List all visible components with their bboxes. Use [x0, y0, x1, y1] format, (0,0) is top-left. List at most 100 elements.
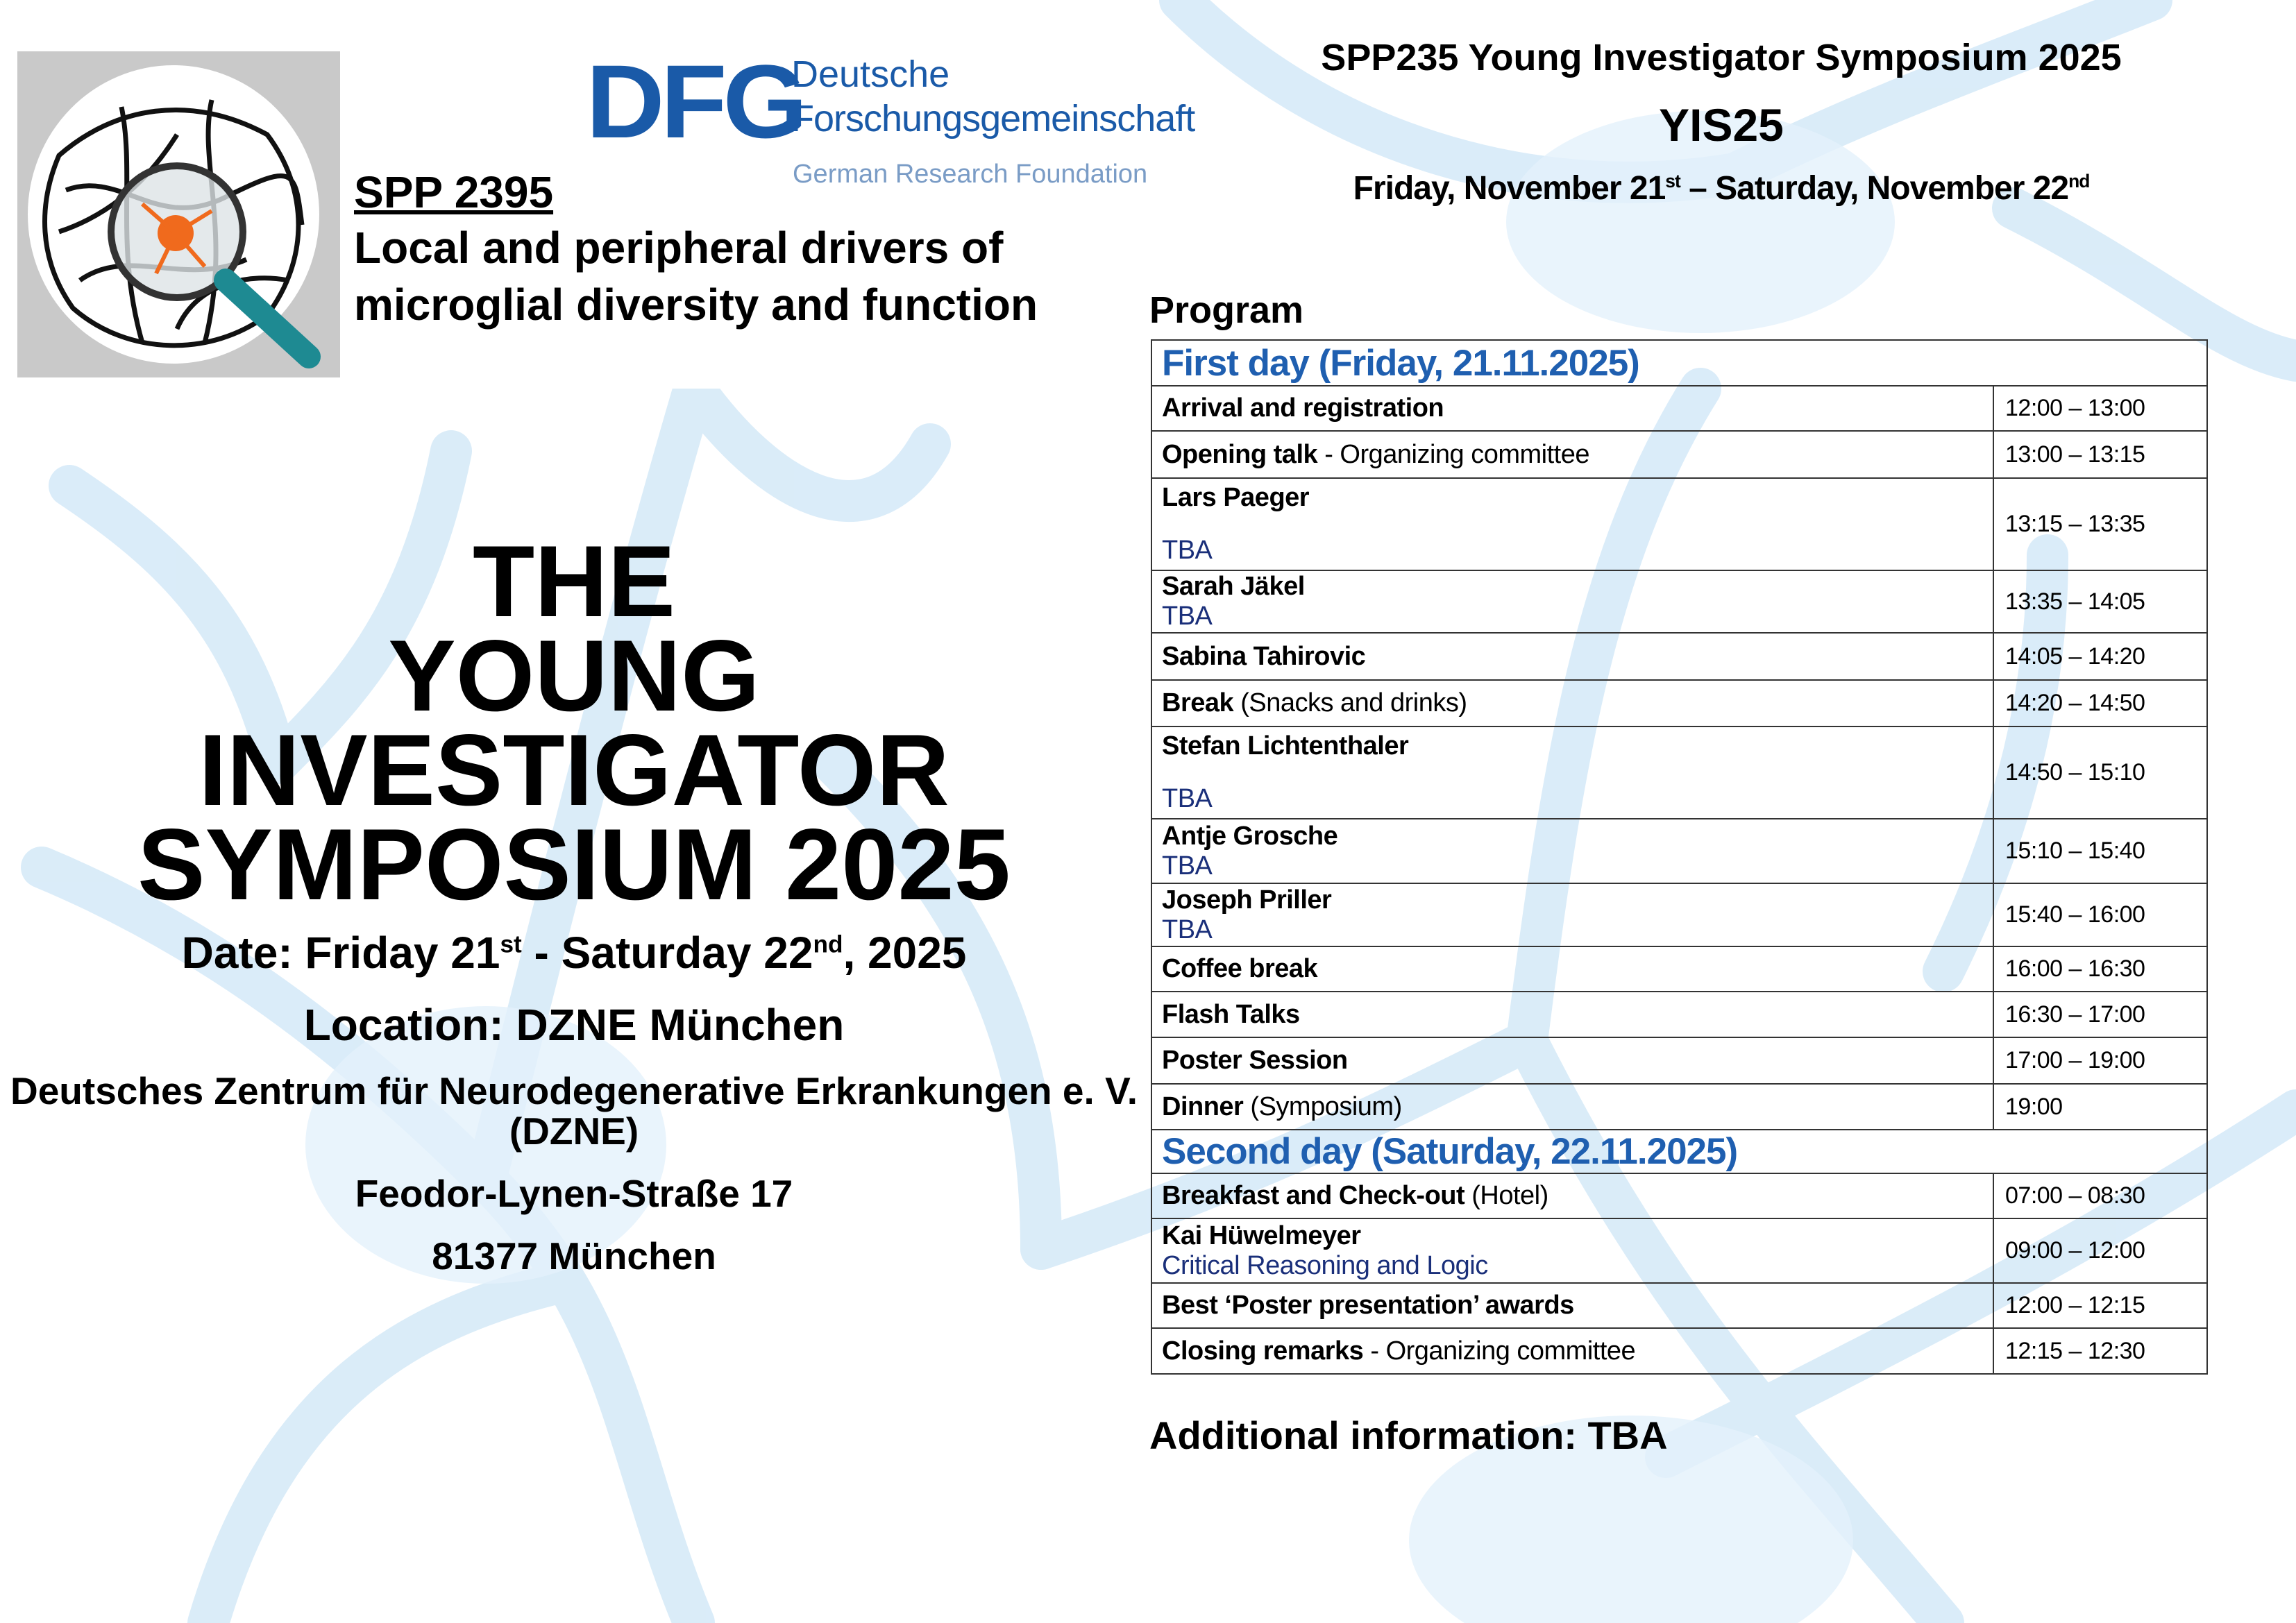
program-row: Stefan Lichtenthaler TBA 14:50 – 15:10 — [1151, 726, 2208, 819]
spp-title-line1: Local and peripheral drivers of — [354, 223, 1004, 273]
program-row: Kai Hüwelmeyer Critical Reasoning and Log… — [1151, 1218, 2208, 1284]
session-time: 16:00 – 16:30 — [1993, 946, 2208, 992]
program-row: Joseph Priller TBA 15:40 – 16:00 — [1151, 883, 2208, 947]
session-title: Dinner — [1162, 1091, 1244, 1121]
talk-title: TBA — [1162, 536, 1213, 565]
program-row: Opening talk - Organizing committee 13:00… — [1151, 430, 2208, 479]
headline-line: YOUNG INVESTIGATOR — [199, 619, 949, 826]
event-date: Date: Friday 21st - Saturday 22nd, 2025 — [181, 928, 967, 978]
session-title: Break — [1162, 688, 1234, 717]
session-time: 12:15 – 12:30 — [1993, 1327, 2208, 1375]
event-location: Location: DZNE München — [303, 1000, 845, 1050]
session-time: 12:00 – 13:00 — [1993, 385, 2208, 432]
talk-title: TBA — [1162, 602, 1213, 631]
session-cell: Antje Grosche TBA — [1151, 818, 1994, 884]
city-address: 81377 München — [432, 1234, 716, 1277]
program-short-title: YIS25 — [1659, 99, 1784, 151]
session-title: Kai Hüwelmeyer — [1162, 1221, 1361, 1250]
session-title: Closing remarks — [1162, 1336, 1364, 1366]
session-title: Breakfast and Check-out — [1162, 1181, 1465, 1210]
day-heading: Second day (Saturday, 22.11.2025) — [1151, 1129, 2208, 1174]
program-row: Poster Session 17:00 – 19:00 — [1151, 1037, 2208, 1085]
session-title: Coffee break — [1162, 954, 1318, 983]
program-row: Arrival and registration 12:00 – 13:00 — [1151, 385, 2208, 432]
headline-line: THE — [473, 525, 675, 638]
session-time: 14:05 – 14:20 — [1993, 632, 2208, 681]
session-title: Arrival and registration — [1162, 393, 1444, 423]
spp-number: SPP 2395 — [354, 167, 554, 217]
additional-information: Additional information: TBA — [1149, 1413, 1668, 1457]
spp-title-line2: microglial diversity and function — [354, 280, 1038, 330]
program-row: Best ‘Poster presentation’ awards 12:00 –… — [1151, 1282, 2208, 1329]
session-time: 12:00 – 12:15 — [1993, 1282, 2208, 1329]
session-title: Lars Paeger — [1162, 483, 1310, 512]
session-detail: (Symposium) — [1243, 1091, 1402, 1121]
program-label: Program — [1149, 289, 1304, 331]
session-title: Antje Grosche — [1162, 821, 1338, 851]
day-heading: First day (Friday, 21.11.2025) — [1151, 339, 2208, 386]
session-time: 15:40 – 16:00 — [1993, 883, 2208, 947]
session-cell: Opening talk - Organizing committee — [1151, 430, 1994, 479]
program-row: Coffee break 16:00 – 16:30 — [1151, 946, 2208, 992]
program-row: Flash Talks 16:30 – 17:00 — [1151, 991, 2208, 1038]
program-row: Break (Snacks and drinks) 14:20 – 14:50 — [1151, 679, 2208, 727]
session-title: Best ‘Poster presentation’ awards — [1162, 1291, 1574, 1320]
session-title: Opening talk — [1162, 439, 1318, 469]
session-cell: Sarah Jäkel TBA — [1151, 570, 1994, 634]
session-time: 15:10 – 15:40 — [1993, 818, 2208, 884]
session-cell: Arrival and registration — [1151, 385, 1994, 432]
session-time: 13:35 – 14:05 — [1993, 570, 2208, 634]
session-title: Joseph Priller — [1162, 885, 1332, 915]
talk-title: TBA — [1162, 915, 1213, 944]
talk-title: Critical Reasoning and Logic — [1162, 1250, 1488, 1280]
session-cell: Stefan Lichtenthaler TBA — [1151, 726, 1994, 819]
session-cell: Sabina Tahirovic — [1151, 632, 1994, 681]
session-title: Sabina Tahirovic — [1162, 641, 1366, 671]
session-time: 09:00 – 12:00 — [1993, 1218, 2208, 1284]
program-row: Breakfast and Check-out (Hotel) 07:00 – 0… — [1151, 1173, 2208, 1219]
session-title: Stefan Lichtenthaler — [1162, 731, 1409, 760]
session-detail: (Snacks and drinks) — [1233, 688, 1467, 717]
street-address: Feodor-Lynen-Straße 17 — [355, 1172, 793, 1215]
session-cell: Kai Hüwelmeyer Critical Reasoning and Log… — [1151, 1218, 1994, 1284]
symposium-headline: THE YOUNG INVESTIGATOR SYMPOSIUM 2025 — [0, 525, 1148, 921]
session-time: 16:30 – 17:00 — [1993, 991, 2208, 1038]
session-cell: Best ‘Poster presentation’ awards — [1151, 1282, 1994, 1329]
session-time: 19:00 — [1993, 1083, 2208, 1130]
spp-brain-logo — [17, 51, 340, 377]
session-cell: Closing remarks - Organizing committee — [1151, 1327, 1994, 1375]
session-time: 13:00 – 13:15 — [1993, 430, 2208, 479]
program-row: Sabina Tahirovic 14:05 – 14:20 — [1151, 632, 2208, 681]
session-time: 17:00 – 19:00 — [1993, 1037, 2208, 1085]
program-row: Sarah Jäkel TBA 13:35 – 14:05 — [1151, 570, 2208, 634]
session-cell: Lars Paeger TBA — [1151, 477, 1994, 571]
session-cell: Dinner (Symposium) — [1151, 1083, 1994, 1130]
session-cell: Breakfast and Check-out (Hotel) — [1151, 1173, 1994, 1219]
session-time: 14:50 – 15:10 — [1993, 726, 2208, 819]
day-heading-row: First day (Friday, 21.11.2025) — [1151, 339, 2208, 386]
session-title: Poster Session — [1162, 1046, 1348, 1075]
program-row: Closing remarks - Organizing committee 12… — [1151, 1327, 2208, 1375]
day-heading-row: Second day (Saturday, 22.11.2025) — [1151, 1129, 2208, 1174]
program-table: First day (Friday, 21.11.2025) Arrival an… — [1151, 339, 2208, 1375]
program-dates: Friday, November 21st – Saturday, Novemb… — [1353, 170, 2091, 207]
program-row: Lars Paeger TBA 13:15 – 13:35 — [1151, 477, 2208, 571]
session-time: 14:20 – 14:50 — [1993, 679, 2208, 727]
session-cell: Flash Talks — [1151, 991, 1994, 1038]
session-cell: Break (Snacks and drinks) — [1151, 679, 1994, 727]
session-time: 13:15 – 13:35 — [1993, 477, 2208, 571]
session-cell: Poster Session — [1151, 1037, 1994, 1085]
institute-name: Deutsches Zentrum für Neurodegenerative … — [10, 1069, 1138, 1153]
program-title: SPP235 Young Investigator Symposium 2025 — [1321, 37, 2122, 78]
session-detail: - Organizing committee — [1317, 439, 1590, 469]
session-time: 07:00 – 08:30 — [1993, 1173, 2208, 1219]
program-row: Dinner (Symposium) 19:00 — [1151, 1083, 2208, 1130]
session-cell: Coffee break — [1151, 946, 1994, 992]
session-detail: (Hotel) — [1464, 1181, 1548, 1210]
talk-title: TBA — [1162, 851, 1213, 881]
headline-line: SYMPOSIUM 2025 — [137, 808, 1011, 921]
session-cell: Joseph Priller TBA — [1151, 883, 1994, 947]
session-title: Sarah Jäkel — [1162, 572, 1305, 601]
program-row: Antje Grosche TBA 15:10 – 15:40 — [1151, 818, 2208, 884]
talk-title: TBA — [1162, 784, 1213, 813]
